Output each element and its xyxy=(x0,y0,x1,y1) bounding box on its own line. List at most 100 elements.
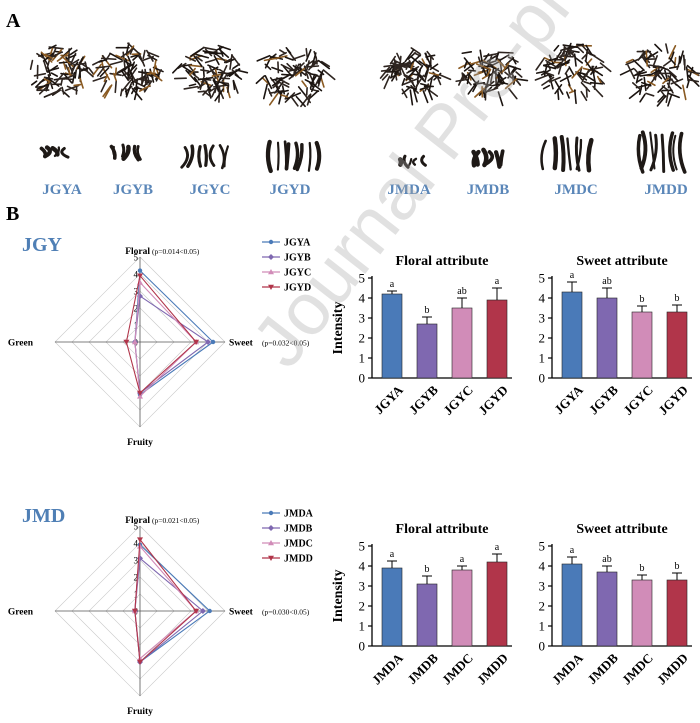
jmd-sweet-letter-jmda: a xyxy=(570,545,575,556)
jmd-legend-marker-jmdd xyxy=(268,555,274,561)
jmd-floral-letter-jmda: a xyxy=(390,549,395,560)
jgy-sweet-letter-jgyc: b xyxy=(640,294,645,305)
jmd-scale-tick-4: 4 xyxy=(134,539,139,549)
sample-label-jmdd: JMDD xyxy=(644,182,688,198)
jgy-floral-ylabel: Intensity xyxy=(331,302,346,355)
jmd-legend-label-jmda: JMDA xyxy=(284,509,314,520)
jgy-floral-letter-jgya: a xyxy=(390,279,395,290)
jgy-floral-bar-jgya xyxy=(381,293,403,379)
jgy-axis-note-sweet: (p=0.032<0.05) xyxy=(262,339,310,348)
jgy-floral-ytick-label-0: 0 xyxy=(359,371,366,386)
jmd-scale-tick-3: 3 xyxy=(134,556,139,566)
jgy-scale-tick-4: 4 xyxy=(134,270,139,280)
jgy-legend-marker-jgyc xyxy=(268,269,274,275)
panel-b-label: B xyxy=(6,203,20,225)
jgy-sweet-ytick-label-5: 5 xyxy=(539,271,546,286)
jmd-floral-bar-jmdb xyxy=(416,583,438,647)
sample-label-jgyd: JGYD xyxy=(269,182,311,198)
jgy-floral-category-jgyb: JGYB xyxy=(406,382,441,417)
jmd-sweet-ytick-label-0: 0 xyxy=(539,639,546,654)
jgy-sweet-ytick-label-1: 1 xyxy=(539,351,546,366)
sample-label-jmdb: JMDB xyxy=(466,182,510,198)
jgy-legend-marker-jgyd xyxy=(268,284,274,290)
jmd-sweet-category-jmdc: JMDC xyxy=(619,650,656,687)
jmd-point-jmdd-3 xyxy=(131,608,138,614)
jmd-floral-ytick-label-5: 5 xyxy=(359,539,366,554)
jgy-floral-ytick-label-2: 2 xyxy=(359,331,366,346)
tea-strands-5 xyxy=(397,154,427,169)
jmd-sweet-bar-jmda xyxy=(561,563,583,647)
jmd-scale-tick-5: 5 xyxy=(134,522,139,532)
jmd-sweet-bar-jmdb xyxy=(596,571,618,647)
jgy-floral-ytick-label-1: 1 xyxy=(359,351,366,366)
jgy-legend-marker-jgya xyxy=(268,239,274,245)
jmd-sweet-ytick-label-5: 5 xyxy=(539,539,546,554)
jmd-axis-label-sweet: Sweet xyxy=(229,608,254,618)
jmd-floral-category-jmda: JMDA xyxy=(369,650,407,688)
jgy-sweet-bar-chart: Sweet attribute 0 1 2 3 4 5 a JGYA ab JGYB b JGYC b JG… xyxy=(539,254,692,418)
tea-leaf-photos xyxy=(29,42,700,174)
jmd-sweet-letter-jmdd: b xyxy=(675,561,680,572)
jmd-legend-marker-jmda xyxy=(268,510,274,516)
jmd-point-jmda-1 xyxy=(207,608,212,614)
jmd-axis-label-floral: Floral xyxy=(125,516,150,526)
sample-label-jgya: JGYA xyxy=(42,182,82,198)
tea-pile-6 xyxy=(455,49,529,107)
jmd-sweet-title: Sweet attribute xyxy=(576,522,667,537)
jgy-axis-label-fruity: Fruity xyxy=(127,438,153,448)
jmd-legend-marker-jmdc xyxy=(268,540,274,546)
group-title-jgy: JGY xyxy=(22,234,62,256)
jgy-floral-letter-jgyd: a xyxy=(495,276,500,287)
tea-strands-8 xyxy=(636,130,687,174)
jgy-axis-label-sweet: Sweet xyxy=(229,339,254,349)
tea-strands-7 xyxy=(540,135,594,173)
jgy-floral-category-jgyd: JGYD xyxy=(475,382,511,418)
jmd-floral-ylabel: Intensity xyxy=(331,570,346,623)
jmd-axis-label-green: Green xyxy=(8,608,34,618)
jmd-legend-label-jmdc: JMDC xyxy=(284,539,313,550)
jgy-floral-title: Floral attribute xyxy=(396,254,489,269)
jgy-sweet-title: Sweet attribute xyxy=(576,254,667,269)
jmd-floral-bar-chart: Floral attribute Intensity 0 1 2 3 4 5 a JMDA b JMD… xyxy=(331,522,512,687)
sample-label-jgyc: JGYC xyxy=(189,182,231,198)
sample-label-jmdc: JMDC xyxy=(554,182,598,198)
jgy-floral-bar-chart: Floral attribute Intensity 0 1 2 3 4 5 a JGYA b JGY… xyxy=(331,254,512,418)
jmd-sweet-ytick-label-1: 1 xyxy=(539,619,546,634)
jmd-floral-category-jmdb: JMDB xyxy=(404,650,441,687)
jgy-point-jgya-1 xyxy=(210,339,216,345)
jgy-floral-ytick-label-4: 4 xyxy=(359,291,366,306)
jmd-sweet-category-jmdd: JMDD xyxy=(654,650,691,687)
jmd-floral-title: Floral attribute xyxy=(396,522,489,537)
jgy-sweet-bar-jgyc xyxy=(631,311,653,379)
jgy-axis-label-green: Green xyxy=(8,339,34,349)
jgy-floral-letter-jgyb: b xyxy=(425,305,430,316)
jmd-sweet-bar-jmdd xyxy=(666,579,688,647)
jgy-floral-category-jgyc: JGYC xyxy=(440,382,476,418)
jgy-floral-bar-jgyb xyxy=(416,323,438,379)
group-title-jmd: JMD xyxy=(22,505,66,527)
tea-pile-7 xyxy=(534,42,612,105)
tea-pile-8 xyxy=(619,43,700,107)
jgy-sweet-category-jgyc: JGYC xyxy=(620,382,656,418)
jgy-axis-label-floral: Floral xyxy=(125,247,150,257)
jmd-legend-label-jmdb: JMDB xyxy=(284,524,313,535)
jgy-sweet-category-jgya: JGYA xyxy=(551,382,586,417)
jmd-floral-letter-jmdc: a xyxy=(460,554,465,565)
jgy-floral-bar-jgyc xyxy=(451,307,473,379)
jmd-sweet-ytick-label-3: 3 xyxy=(539,579,546,594)
tea-pile-5 xyxy=(379,47,452,106)
jmd-scale-tick-2: 2 xyxy=(134,573,139,583)
jmd-series-jmdb xyxy=(134,557,204,664)
jgy-sweet-ytick-label-4: 4 xyxy=(539,291,546,306)
jmd-floral-ytick-label-1: 1 xyxy=(359,619,366,634)
jgy-sweet-category-jgyb: JGYB xyxy=(586,382,621,417)
jgy-floral-letter-jgyc: ab xyxy=(457,286,466,297)
tea-strands-1 xyxy=(39,145,70,159)
jgy-floral-ytick-label-5: 5 xyxy=(359,271,366,286)
jmd-floral-ytick-label-4: 4 xyxy=(359,559,366,574)
jmd-floral-category-jmdd: JMDD xyxy=(474,650,511,687)
jmd-floral-ytick-label-2: 2 xyxy=(359,599,366,614)
jmd-sweet-bar-chart: Sweet attribute 0 1 2 3 4 5 a JMDA ab JMDB b JMDC b JM… xyxy=(539,522,692,687)
jgy-legend-label-jgyb: JGYB xyxy=(284,253,311,264)
jgy-legend-label-jgyc: JGYC xyxy=(284,268,311,279)
